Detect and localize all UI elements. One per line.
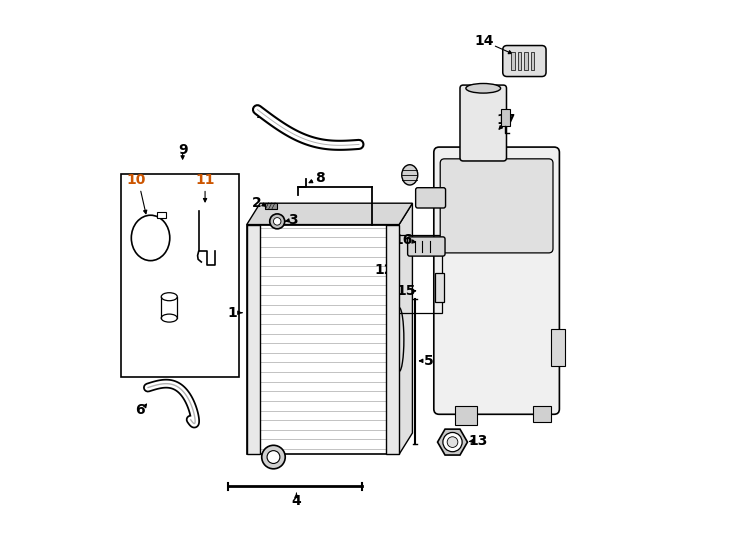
Polygon shape — [399, 203, 413, 454]
Text: 5: 5 — [424, 354, 433, 368]
Bar — [157, 212, 165, 218]
Text: 13: 13 — [468, 434, 488, 448]
FancyBboxPatch shape — [503, 45, 546, 77]
Bar — [266, 202, 277, 209]
Bar — [455, 406, 476, 425]
Ellipse shape — [466, 84, 501, 93]
FancyBboxPatch shape — [434, 147, 559, 414]
Bar — [435, 273, 445, 302]
Text: 14: 14 — [475, 34, 494, 48]
Bar — [501, 109, 510, 126]
Bar — [247, 225, 399, 454]
Bar — [551, 329, 564, 366]
Circle shape — [262, 446, 286, 469]
Text: 12: 12 — [374, 263, 394, 277]
FancyBboxPatch shape — [440, 159, 553, 253]
Polygon shape — [247, 203, 413, 225]
Circle shape — [269, 214, 285, 229]
Bar — [512, 52, 515, 70]
Circle shape — [447, 437, 458, 448]
FancyBboxPatch shape — [415, 188, 446, 208]
Bar — [121, 174, 239, 377]
Bar — [517, 52, 521, 70]
Circle shape — [443, 433, 462, 452]
Ellipse shape — [401, 165, 418, 185]
Text: 1: 1 — [228, 306, 237, 320]
FancyBboxPatch shape — [407, 237, 445, 256]
Text: 10: 10 — [126, 173, 146, 187]
Text: 4: 4 — [291, 494, 302, 508]
Text: 15: 15 — [397, 284, 416, 298]
Bar — [398, 235, 442, 313]
Text: 9: 9 — [178, 143, 187, 157]
Bar — [524, 52, 528, 70]
Text: 6: 6 — [135, 403, 145, 417]
Text: 17: 17 — [496, 113, 516, 127]
Text: 16: 16 — [393, 233, 413, 247]
Text: 7: 7 — [254, 107, 264, 121]
Bar — [531, 52, 534, 70]
Text: 8: 8 — [315, 171, 325, 185]
Bar — [533, 406, 551, 422]
Text: 3: 3 — [288, 213, 298, 227]
Text: 11: 11 — [195, 173, 215, 187]
Circle shape — [267, 451, 280, 463]
Circle shape — [274, 218, 281, 225]
Polygon shape — [437, 429, 468, 455]
Bar — [247, 225, 260, 454]
Text: 2: 2 — [252, 195, 261, 210]
Polygon shape — [385, 225, 399, 454]
FancyBboxPatch shape — [460, 85, 506, 161]
